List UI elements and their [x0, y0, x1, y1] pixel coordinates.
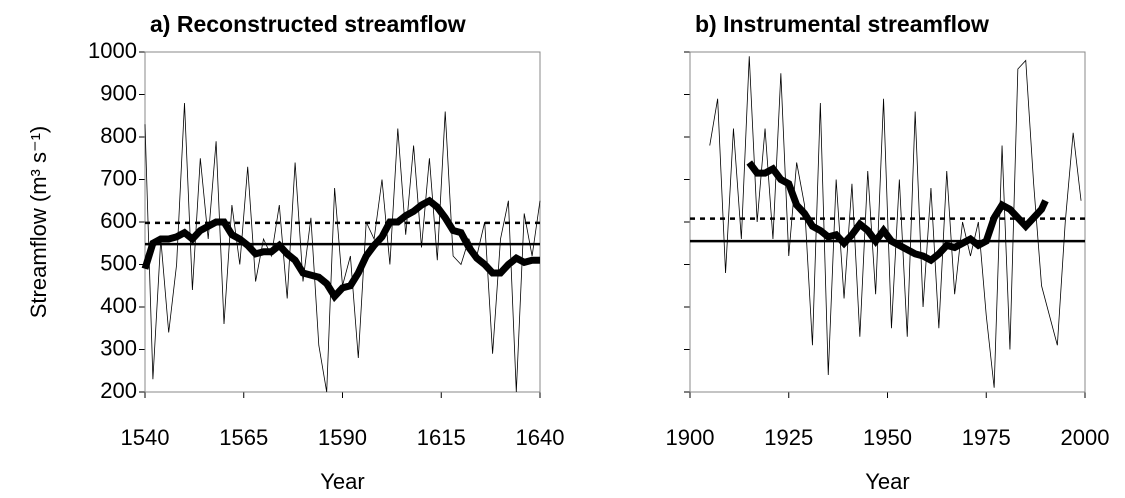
plot-frame — [689, 51, 1086, 393]
x-tick-label: 1590 — [318, 425, 367, 450]
y-tick-label: 600 — [100, 208, 137, 233]
x-tick-label: 1565 — [219, 425, 268, 450]
y-tick-label: 700 — [100, 165, 137, 190]
y-axis-label: Streamflow (m³ s⁻¹) — [26, 126, 51, 319]
x-axis-label: Year — [865, 469, 909, 494]
y-tick-label: 500 — [100, 250, 137, 275]
y-tick-label: 300 — [100, 335, 137, 360]
series-line — [746, 160, 1049, 265]
y-tick-label: 400 — [100, 293, 137, 318]
series-line — [141, 196, 540, 303]
x-tick-label: 1640 — [516, 425, 565, 450]
panel-title: a) Reconstructed streamflow — [150, 11, 466, 37]
y-tick-label: 800 — [100, 123, 137, 148]
x-tick-label: 1975 — [962, 425, 1011, 450]
x-tick-label: 1925 — [764, 425, 813, 450]
y-tick-label: 900 — [100, 80, 137, 105]
series-line — [709, 56, 1082, 388]
x-tick-label: 1900 — [666, 425, 715, 450]
x-tick-label: 1615 — [417, 425, 466, 450]
x-tick-label: 1950 — [863, 425, 912, 450]
series-line — [144, 102, 541, 393]
y-tick-label: 200 — [100, 378, 137, 403]
x-tick-label: 1540 — [121, 425, 170, 450]
x-tick-label: 2000 — [1061, 425, 1110, 450]
panel-title: b) Instrumental streamflow — [695, 11, 989, 37]
x-axis-label: Year — [320, 469, 364, 494]
y-tick-label: 1000 — [88, 38, 137, 63]
plot-frame — [144, 51, 541, 393]
